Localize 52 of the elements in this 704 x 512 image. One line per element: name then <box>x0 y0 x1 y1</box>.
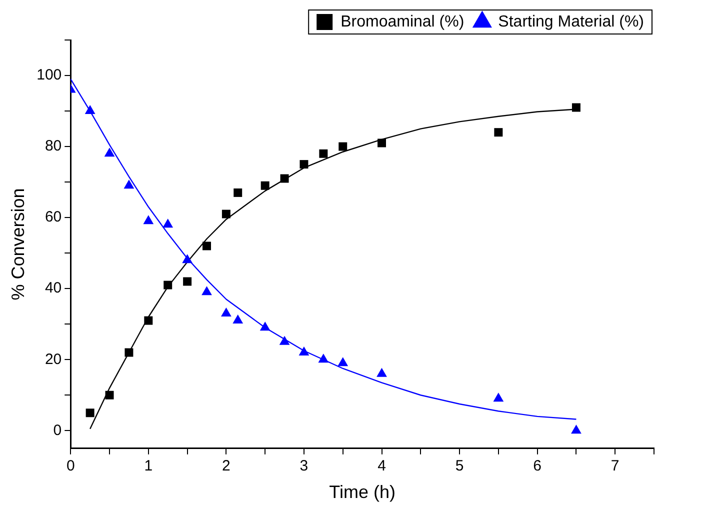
point <box>318 354 329 363</box>
point <box>378 138 386 148</box>
point <box>572 103 580 112</box>
point <box>494 128 503 137</box>
point <box>232 314 244 324</box>
point <box>234 188 242 197</box>
point <box>260 322 270 331</box>
y-tick-label: 60 <box>44 208 62 226</box>
point <box>319 149 328 158</box>
point <box>222 210 230 218</box>
y-tick-label: 0 <box>53 422 62 439</box>
point <box>338 142 348 151</box>
point <box>202 242 211 250</box>
point <box>571 424 582 434</box>
point <box>202 286 212 296</box>
y-tick-label: 40 <box>44 280 62 297</box>
point <box>260 181 270 190</box>
point <box>162 218 174 228</box>
y-tick-label: 20 <box>44 350 62 368</box>
point <box>183 277 192 286</box>
x-tick-label: 0 <box>66 458 75 475</box>
point <box>220 307 232 316</box>
point <box>280 174 289 183</box>
point <box>124 348 134 357</box>
point <box>86 408 94 418</box>
x-tick-label: 6 <box>533 458 542 475</box>
point <box>124 180 134 189</box>
point <box>144 316 153 325</box>
y-tick-label: 80 <box>44 138 62 155</box>
point <box>376 368 387 377</box>
point <box>104 148 115 157</box>
point <box>143 215 154 224</box>
x-tick-label: 5 <box>455 458 464 475</box>
point <box>164 280 172 290</box>
x-tick-label: 3 <box>300 458 308 475</box>
x-tick-label: 4 <box>378 458 386 475</box>
point <box>105 390 114 400</box>
point <box>182 254 192 264</box>
point <box>298 346 310 356</box>
point <box>338 357 348 366</box>
point <box>279 336 290 345</box>
y-axis-title: % Conversion <box>8 188 28 300</box>
legend-label: Starting Material (%) <box>498 13 644 30</box>
x-tick-label: 2 <box>222 458 230 475</box>
point <box>493 392 504 402</box>
y-tick-label: 100 <box>36 66 62 84</box>
x-axis-title: Time (h) <box>329 482 396 502</box>
point <box>300 160 308 169</box>
x-tick-label: 7 <box>610 458 620 475</box>
point <box>84 105 96 114</box>
legend-label: Bromoaminal (%) <box>340 13 464 30</box>
x-tick-label: 1 <box>144 458 153 475</box>
